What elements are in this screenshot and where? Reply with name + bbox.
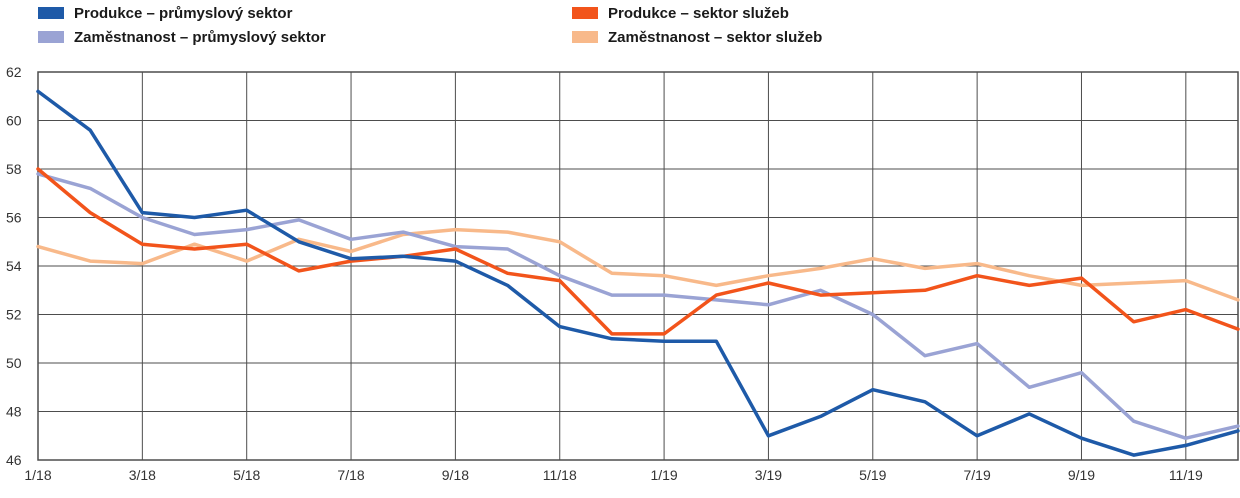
legend-swatch-icon <box>38 31 64 43</box>
legend-label: Produkce – sektor služeb <box>608 4 789 22</box>
legend-item: Produkce – průmyslový sektor <box>38 3 292 23</box>
legend-item: Zaměstnanost – průmyslový sektor <box>38 27 326 47</box>
legend-label: Zaměstnanost – průmyslový sektor <box>74 28 326 46</box>
x-axis-tick-label: 11/18 <box>543 467 577 483</box>
series-line-4 <box>36 227 1240 302</box>
y-axis-tick-label: 46 <box>6 452 22 468</box>
y-axis-tick-label: 62 <box>6 64 22 80</box>
x-axis-tick-label: 1/19 <box>650 467 677 483</box>
legend-swatch-icon <box>38 7 64 19</box>
x-axis-tick-label: 7/19 <box>964 467 991 483</box>
legend-swatch-icon <box>572 31 598 43</box>
y-axis-tick-label: 50 <box>6 355 22 371</box>
legend-label: Produkce – průmyslový sektor <box>74 4 293 22</box>
legend-swatch-icon <box>572 7 598 19</box>
y-axis-tick-label: 52 <box>6 307 22 323</box>
legend-label: Zaměstnanost – sektor služeb <box>608 28 823 46</box>
x-axis-tick-label: 3/19 <box>755 467 782 483</box>
series-line-2 <box>36 172 1240 440</box>
x-axis-tick-label: 7/18 <box>337 467 364 483</box>
x-axis-tick-label: 9/19 <box>1068 467 1095 483</box>
x-axis-tick-label: 11/19 <box>1169 467 1203 483</box>
chart-legend: Produkce – průmyslový sektor Zaměstnanost… <box>0 0 1240 52</box>
y-axis-tick-label: 60 <box>6 113 22 129</box>
x-axis-tick-label: 1/18 <box>24 467 51 483</box>
y-axis-tick-label: 54 <box>6 258 22 274</box>
x-axis-tick-label: 5/18 <box>233 467 260 483</box>
series-line-3 <box>36 167 1240 336</box>
x-axis-tick-label: 9/18 <box>442 467 469 483</box>
series-line-1 <box>36 89 1240 457</box>
legend-item: Produkce – sektor služeb <box>572 3 789 23</box>
y-axis-tick-label: 48 <box>6 404 22 420</box>
plot-border <box>37 71 1239 461</box>
x-axis-tick-label: 5/19 <box>859 467 886 483</box>
legend-item: Zaměstnanost – sektor služeb <box>572 27 822 47</box>
x-axis-tick-label: 3/18 <box>129 467 156 483</box>
y-axis-tick-label: 58 <box>6 161 22 177</box>
y-axis-tick-label: 56 <box>6 210 22 226</box>
